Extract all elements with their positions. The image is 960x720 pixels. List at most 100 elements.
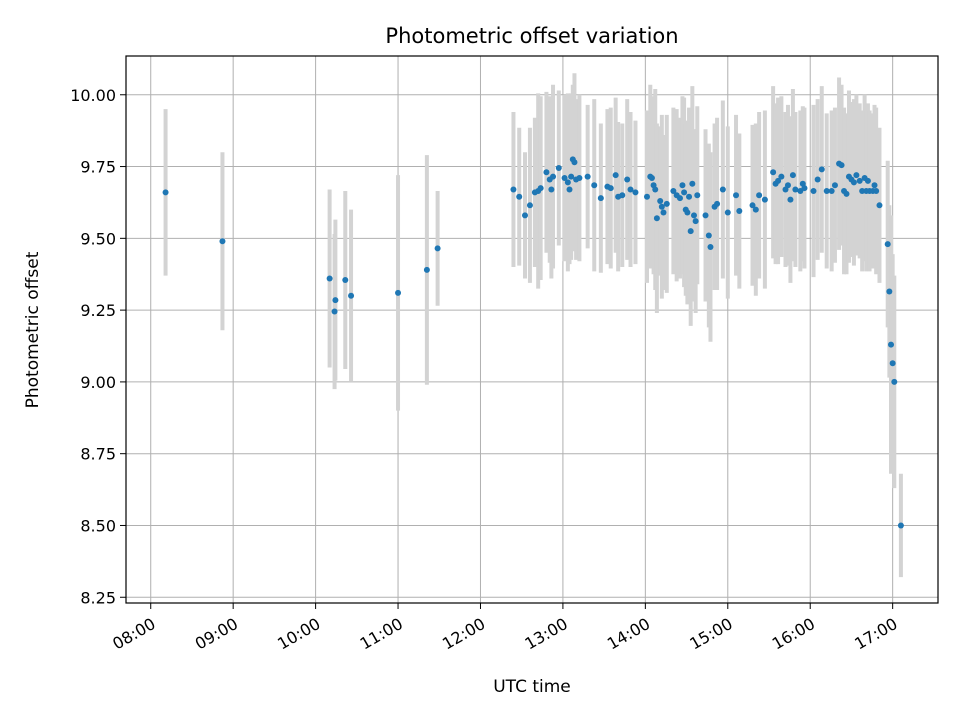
data-point (331, 308, 338, 315)
data-point (705, 232, 712, 239)
x-tick-label: 17:00 (851, 614, 900, 654)
data-point (423, 266, 430, 273)
data-point (663, 200, 670, 207)
y-tick-label: 9.50 (80, 229, 116, 248)
data-point (516, 193, 523, 200)
data-point (714, 200, 721, 207)
data-point (889, 360, 896, 367)
data-point (733, 192, 740, 199)
data-point (801, 185, 808, 192)
data-point (591, 182, 598, 189)
x-axis-title: UTC time (493, 677, 571, 697)
data-point (818, 166, 825, 173)
data-point (624, 176, 631, 183)
y-tick-label: 9.75 (80, 158, 116, 177)
y-tick-label: 10.00 (70, 86, 116, 105)
data-point (749, 202, 756, 209)
data-point (707, 243, 714, 250)
y-axis: 8.25 8.50 8.75 9.00 9.25 9.50 9.75 10.00 (70, 86, 126, 607)
data-point (884, 241, 891, 248)
data-point (566, 186, 573, 193)
data-point (162, 189, 169, 196)
data-point (828, 187, 835, 194)
data-point (694, 192, 701, 199)
data-point (687, 228, 694, 235)
data-point (652, 186, 659, 193)
data-point (789, 172, 796, 179)
data-point (886, 288, 893, 295)
data-point (831, 182, 838, 189)
data-point (792, 186, 799, 193)
data-point (670, 187, 677, 194)
data-point (864, 177, 871, 184)
data-point (561, 175, 568, 182)
x-axis: 08:00 09:00 10:00 11:00 12:00 13:00 14:00 15:00… (109, 603, 901, 654)
y-tick-label: 8.50 (80, 516, 116, 535)
data-point (897, 522, 904, 529)
x-tick-label: 15:00 (686, 614, 735, 654)
data-point (648, 175, 655, 182)
x-tick-label: 16:00 (769, 614, 818, 654)
data-point (891, 378, 898, 385)
data-point (681, 189, 688, 196)
x-tick-label: 13:00 (521, 614, 570, 654)
data-point (537, 185, 544, 192)
data-point (690, 212, 697, 219)
data-point (724, 209, 731, 216)
data-point (326, 275, 333, 282)
data-point (873, 187, 880, 194)
data-point (632, 189, 639, 196)
data-point (778, 173, 785, 180)
data-point (676, 195, 683, 202)
data-point (657, 198, 664, 205)
data-point (653, 215, 660, 222)
data-point (434, 245, 441, 252)
data-point (784, 182, 791, 189)
data-point (597, 195, 604, 202)
data-point (643, 193, 650, 200)
data-point (888, 341, 895, 348)
error-bars (163, 73, 903, 578)
data-point (607, 185, 614, 192)
data-point (702, 212, 709, 219)
y-tick-label: 8.25 (80, 588, 116, 607)
data-point (510, 186, 517, 193)
data-point (719, 186, 726, 193)
data-point (555, 164, 562, 171)
data-point (853, 172, 860, 179)
data-point (571, 159, 578, 166)
data-point (752, 206, 759, 213)
data-point (856, 177, 863, 184)
data-point (564, 179, 571, 186)
x-tick-label: 11:00 (357, 614, 406, 654)
data-point (770, 169, 777, 176)
y-tick-label: 9.25 (80, 301, 116, 320)
data-point (871, 182, 878, 189)
y-axis-title: Photometric offset (23, 251, 43, 408)
data-point (548, 186, 555, 193)
data-point (876, 202, 883, 209)
data-point (395, 289, 402, 296)
data-point (679, 182, 686, 189)
data-point (521, 212, 528, 219)
data-point (619, 192, 626, 199)
data-point (348, 292, 355, 299)
data-point (689, 180, 696, 187)
plot-frame (125, 55, 939, 604)
data-point (550, 173, 557, 180)
data-point (219, 238, 226, 245)
data-point (543, 169, 550, 176)
data-point (838, 162, 845, 169)
data-point (658, 203, 665, 210)
data-point (684, 209, 691, 216)
data-point (850, 179, 857, 186)
x-tick-label: 14:00 (604, 614, 653, 654)
data-point (660, 209, 667, 216)
data-point (761, 196, 768, 203)
data-point (342, 276, 349, 283)
data-point (612, 172, 619, 179)
data-point (332, 297, 339, 304)
data-point (787, 196, 794, 203)
data-point (756, 192, 763, 199)
